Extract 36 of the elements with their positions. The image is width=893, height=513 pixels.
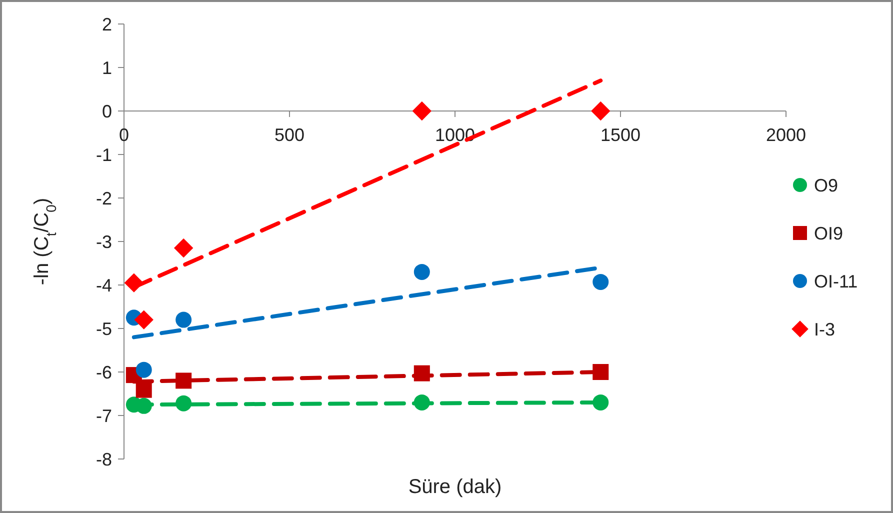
x-tick-label: 2000	[766, 125, 806, 145]
legend-label: O9	[814, 175, 838, 196]
point	[414, 394, 430, 410]
y-tick-label: -1	[96, 144, 112, 165]
y-tick-label: -8	[96, 449, 112, 470]
point	[136, 362, 152, 378]
point	[176, 395, 192, 412]
point	[591, 101, 610, 121]
point	[414, 264, 430, 280]
point	[136, 382, 152, 398]
y-tick-label: 2	[102, 14, 112, 34]
y-tick-label: -2	[96, 188, 112, 208]
point	[592, 364, 609, 380]
point	[414, 365, 430, 382]
y-tick-label: -5	[96, 318, 112, 339]
y-tick-label: -4	[96, 275, 112, 296]
y-tick-label: -6	[96, 362, 112, 382]
point	[174, 238, 194, 258]
legend-label: OI-11	[814, 271, 858, 292]
x-axis-title: Süre (dak)	[408, 476, 502, 498]
point	[412, 101, 432, 121]
x-tick-label: 0	[118, 125, 130, 145]
y-tick-label: 1	[102, 58, 112, 78]
point	[592, 394, 609, 410]
point	[134, 310, 154, 330]
x-tick-label: 1500	[600, 125, 641, 145]
point	[592, 274, 609, 290]
y-tick-label: -3	[96, 232, 112, 252]
point	[124, 273, 144, 292]
legend-label: I-3	[814, 319, 836, 340]
legend-label: OI9	[814, 223, 844, 244]
point	[176, 312, 192, 328]
y-tick-label: 0	[102, 101, 112, 122]
point	[176, 372, 192, 389]
x-tick-label: 500	[274, 125, 305, 145]
y-tick-label: -7	[96, 406, 112, 426]
